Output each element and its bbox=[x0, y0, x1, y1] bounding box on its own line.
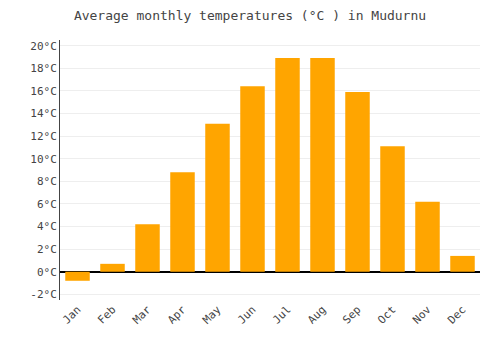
svg-text:18°C: 18°C bbox=[30, 62, 57, 75]
svg-text:Sep: Sep bbox=[340, 303, 363, 326]
svg-text:Jul: Jul bbox=[270, 303, 293, 326]
svg-text:2°C: 2°C bbox=[37, 243, 57, 256]
svg-text:0°C: 0°C bbox=[37, 266, 57, 279]
svg-text:4°C: 4°C bbox=[37, 220, 57, 233]
svg-text:Apr: Apr bbox=[165, 303, 189, 327]
svg-text:16°C: 16°C bbox=[30, 85, 57, 98]
svg-text:May: May bbox=[200, 303, 224, 327]
svg-text:12°C: 12°C bbox=[30, 130, 57, 143]
svg-text:6°C: 6°C bbox=[37, 198, 57, 211]
svg-text:Dec: Dec bbox=[445, 303, 468, 326]
svg-text:Jan: Jan bbox=[60, 303, 83, 326]
svg-text:Jun: Jun bbox=[235, 303, 258, 326]
svg-text:10°C: 10°C bbox=[30, 153, 57, 166]
svg-text:-2°C: -2°C bbox=[30, 288, 57, 301]
svg-text:14°C: 14°C bbox=[30, 107, 57, 120]
svg-text:Average monthly temperatures (: Average monthly temperatures (°C ) in Mu… bbox=[74, 8, 426, 23]
svg-text:20°C: 20°C bbox=[30, 40, 57, 53]
svg-text:Feb: Feb bbox=[95, 303, 118, 326]
svg-text:Nov: Nov bbox=[410, 303, 434, 327]
svg-text:Aug: Aug bbox=[305, 303, 328, 326]
svg-text:Oct: Oct bbox=[375, 303, 398, 326]
svg-text:Mar: Mar bbox=[130, 303, 154, 327]
svg-text:8°C: 8°C bbox=[37, 175, 57, 188]
